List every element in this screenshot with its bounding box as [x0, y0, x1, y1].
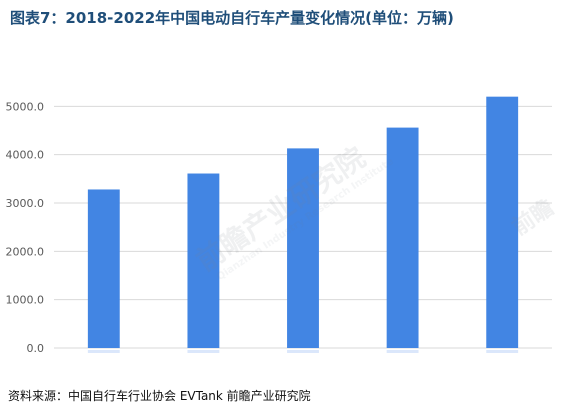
bar	[287, 148, 319, 348]
chart-area: 0.0 1000.0 2000.0 3000.0 4000.0 5000.0	[0, 40, 576, 370]
bar-reflection	[287, 350, 319, 353]
bar	[187, 173, 220, 348]
bar-reflection	[386, 350, 419, 353]
bar	[486, 96, 519, 348]
bar-reflection	[486, 350, 519, 353]
bar	[386, 127, 419, 348]
y-tick-label: 0.0	[27, 342, 45, 355]
y-tick-label: 3000.0	[6, 197, 45, 210]
y-tick-label: 2000.0	[6, 245, 45, 258]
y-tick-label: 5000.0	[6, 100, 45, 113]
y-tick-label: 1000.0	[6, 294, 45, 307]
bar-reflection	[187, 350, 220, 353]
bar	[87, 189, 120, 348]
bar-chart: 0.0 1000.0 2000.0 3000.0 4000.0 5000.0	[6, 96, 552, 355]
y-tick-label: 4000.0	[6, 149, 45, 162]
bar-reflection	[87, 350, 120, 353]
source-note: 资料来源：中国自行车行业协会 EVTank 前瞻产业研究院	[8, 389, 311, 403]
chart-title: 图表7：2018-2022年中国电动自行车产量变化情况(单位：万辆)	[10, 9, 454, 27]
